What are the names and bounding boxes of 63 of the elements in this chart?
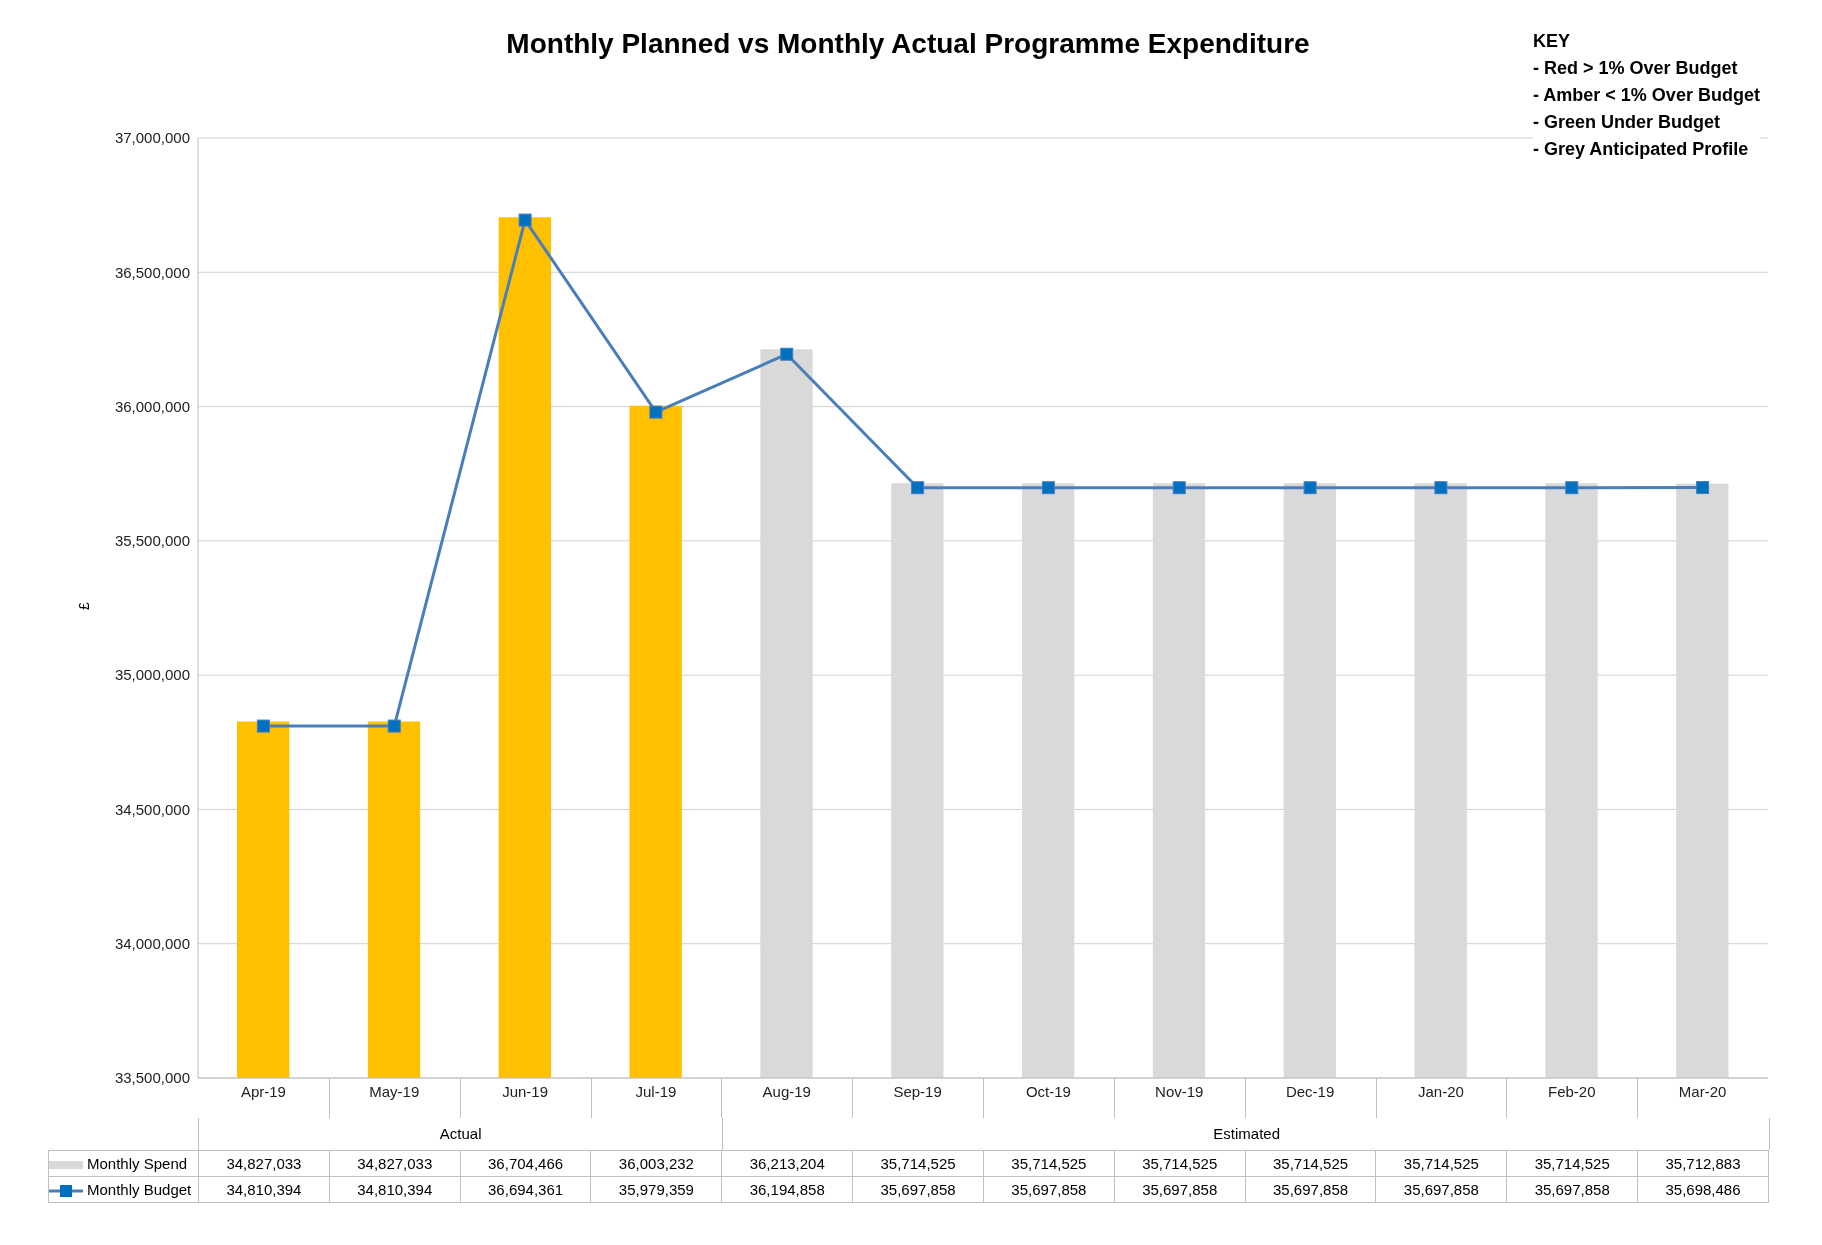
data-label: 36,003,232 [590, 1150, 722, 1177]
legend-label: Monthly Spend [87, 1155, 188, 1172]
point [1303, 481, 1317, 495]
data-label: 36,213,204 [721, 1150, 853, 1177]
point [649, 405, 663, 419]
data-label: 35,697,858 [1375, 1176, 1507, 1203]
y-tick-label: 34,500,000 [114, 800, 190, 818]
x-tick-label: Nov-19 [1155, 1082, 1204, 1100]
data-label: 35,714,525 [1506, 1150, 1638, 1177]
point [1565, 481, 1579, 495]
point [1172, 481, 1186, 495]
y-axis-title: £ [75, 602, 92, 610]
data-label: 35,697,858 [983, 1176, 1115, 1203]
data-label: 36,194,858 [721, 1176, 853, 1203]
y-tick-label: 35,500,000 [114, 532, 190, 550]
data-label: 35,712,883 [1637, 1150, 1769, 1177]
x-tick-label: Mar-20 [1678, 1082, 1727, 1100]
data-label: 35,714,525 [1245, 1150, 1376, 1177]
point [1041, 481, 1055, 495]
data-label: 35,697,858 [1114, 1176, 1246, 1203]
data-label: 35,714,525 [983, 1150, 1115, 1177]
x-tick-label: Jun-19 [502, 1082, 549, 1100]
x-tick-label: Aug-19 [762, 1082, 811, 1100]
x-tick-label: Oct-19 [1025, 1082, 1071, 1100]
data-label: 35,714,525 [1375, 1150, 1507, 1177]
point [387, 719, 401, 733]
data-label: 35,714,525 [852, 1150, 984, 1177]
data-label: 34,827,033 [198, 1150, 330, 1177]
x-tick-label: Jan-20 [1417, 1082, 1464, 1100]
text: Estimated [722, 1118, 1770, 1150]
point [1434, 481, 1448, 495]
x-tick-label: Jul-19 [635, 1082, 677, 1100]
data-label: 35,698,486 [1637, 1176, 1769, 1203]
data-label: 36,694,361 [460, 1176, 591, 1203]
x-tick-label: Apr-19 [240, 1082, 286, 1100]
y-tick-label: 35,000,000 [114, 666, 190, 684]
data-label: 34,810,394 [198, 1176, 330, 1203]
data-label: 34,810,394 [329, 1176, 461, 1203]
data-label: 35,697,858 [1245, 1176, 1376, 1203]
y-tick-label: 36,500,000 [114, 263, 190, 281]
point [780, 347, 794, 361]
data-label: 35,979,359 [590, 1176, 722, 1203]
data-label: 34,827,033 [329, 1150, 461, 1177]
y-tick-label: 33,500,000 [114, 1069, 190, 1087]
y-tick-label: 34,000,000 [114, 935, 190, 953]
data-label: 36,704,466 [460, 1150, 591, 1177]
annotation: - Grey Anticipated Profile [1533, 138, 1750, 161]
legend-label: Monthly Budget [87, 1181, 192, 1198]
x-tick-label: May-19 [369, 1082, 420, 1100]
point [1696, 481, 1710, 495]
x-tick-label: Feb-20 [1547, 1082, 1596, 1100]
x-tick-label: Sep-19 [893, 1082, 942, 1100]
point [256, 719, 270, 733]
y-tick-label: 36,000,000 [114, 397, 190, 415]
point [911, 481, 925, 495]
y-tick-label: 37,000,000 [114, 129, 190, 147]
x-tick-label: Dec-19 [1285, 1082, 1335, 1100]
data-label: 35,697,858 [852, 1176, 984, 1203]
chart-title: Monthly Planned vs Monthly Actual Programme Expenditure [506, 28, 1310, 59]
data-label: 35,697,858 [1506, 1176, 1638, 1203]
text: Actual [438, 1124, 483, 1144]
data-label: 35,714,525 [1114, 1150, 1246, 1177]
point [518, 213, 532, 227]
